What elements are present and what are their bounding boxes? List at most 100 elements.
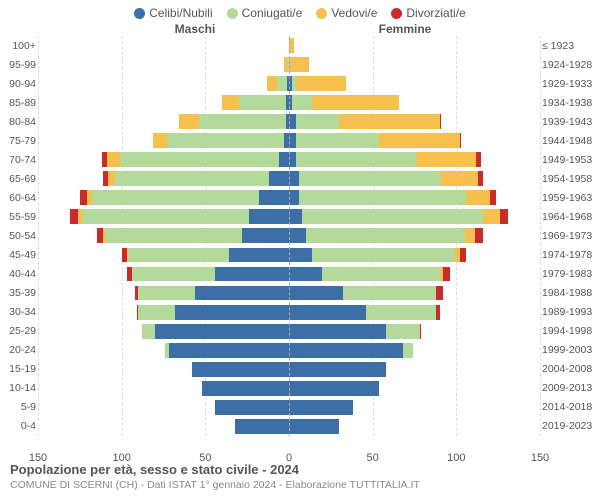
y-tick-age: 5-9	[0, 401, 36, 413]
seg-single	[289, 305, 366, 320]
seg-widowed	[107, 152, 120, 167]
chart-title: Popolazione per età, sesso e stato civil…	[10, 462, 600, 477]
seg-single	[289, 152, 296, 167]
seg-single	[229, 248, 289, 263]
seg-married	[138, 286, 195, 301]
seg-widowed	[289, 57, 309, 72]
seg-divorced	[490, 190, 497, 205]
y-tick-age: 85-89	[0, 97, 36, 109]
y-tick-birth: 1939-1943	[542, 116, 600, 128]
y-tick-birth: 1989-1993	[542, 306, 600, 318]
seg-single	[235, 419, 289, 434]
seg-married	[120, 152, 279, 167]
center-line	[289, 36, 290, 436]
seg-single	[289, 419, 339, 434]
seg-married	[92, 190, 259, 205]
seg-single	[289, 248, 312, 263]
seg-married	[299, 190, 466, 205]
seg-widowed	[312, 95, 399, 110]
seg-divorced	[500, 209, 508, 224]
seg-married	[82, 209, 249, 224]
y-tick-birth: 1974-1978	[542, 249, 600, 261]
seg-widowed	[379, 133, 459, 148]
x-tick: 100	[112, 452, 130, 464]
legend-label: Celibi/Nubili	[149, 6, 212, 20]
legend-swatch	[391, 8, 402, 19]
seg-divorced	[460, 133, 462, 148]
seg-single	[289, 381, 379, 396]
seg-married	[138, 305, 175, 320]
y-axis-age: 100+95-9990-9485-8980-8475-7970-7465-696…	[0, 36, 36, 436]
legend-swatch	[316, 8, 327, 19]
y-tick-birth: 1924-1928	[542, 59, 600, 71]
y-tick-age: 95-99	[0, 59, 36, 71]
y-tick-age: 90-94	[0, 78, 36, 90]
legend-item: Vedovi/e	[316, 6, 377, 20]
y-tick-birth: 1979-1983	[542, 268, 600, 280]
seg-divorced	[475, 228, 483, 243]
chart-subtitle: COMUNE DI SCERNI (CH) - Dati ISTAT 1° ge…	[10, 479, 600, 491]
seg-widowed	[222, 95, 239, 110]
seg-single	[279, 152, 289, 167]
seg-widowed	[483, 209, 500, 224]
y-tick-birth: 1949-1953	[542, 154, 600, 166]
seg-widowed	[296, 76, 346, 91]
seg-married	[296, 114, 340, 129]
seg-widowed	[465, 228, 475, 243]
seg-single	[215, 400, 289, 415]
seg-single	[289, 209, 302, 224]
y-tick-age: 65-69	[0, 173, 36, 185]
y-tick-birth: 2009-2013	[542, 382, 600, 394]
seg-married	[403, 343, 413, 358]
seg-single	[215, 267, 289, 282]
y-tick-age: 30-34	[0, 306, 36, 318]
seg-divorced	[97, 228, 104, 243]
seg-single	[169, 343, 289, 358]
y-axis-birth: ≤ 19231924-19281929-19331934-19381939-19…	[542, 36, 600, 436]
seg-married	[199, 114, 286, 129]
legend-item: Celibi/Nubili	[134, 6, 212, 20]
y-tick-age: 70-74	[0, 154, 36, 166]
y-tick-birth: 2014-2018	[542, 401, 600, 413]
seg-divorced	[80, 190, 87, 205]
seg-single	[289, 286, 343, 301]
x-tick: 0	[286, 452, 292, 464]
seg-married	[115, 171, 269, 186]
seg-married	[296, 152, 416, 167]
y-tick-birth: 1944-1948	[542, 135, 600, 147]
y-tick-age: 55-59	[0, 211, 36, 223]
seg-single	[195, 286, 289, 301]
x-tick: 50	[367, 452, 379, 464]
seg-single	[289, 171, 299, 186]
y-tick-age: 75-79	[0, 135, 36, 147]
y-tick-age: 35-39	[0, 287, 36, 299]
seg-single	[202, 381, 289, 396]
seg-widowed	[153, 133, 166, 148]
y-tick-age: 100+	[0, 40, 36, 52]
seg-single	[289, 362, 386, 377]
seg-widowed	[466, 190, 489, 205]
legend-item: Coniugati/e	[227, 6, 303, 20]
seg-single	[289, 190, 299, 205]
seg-married	[105, 228, 242, 243]
y-tick-birth: 1934-1938	[542, 97, 600, 109]
seg-married	[128, 248, 228, 263]
population-pyramid: Celibi/NubiliConiugati/eVedovi/eDivorzia…	[0, 0, 600, 500]
seg-divorced	[70, 209, 78, 224]
seg-married	[277, 76, 287, 91]
seg-married	[292, 95, 312, 110]
y-tick-birth: 1954-1958	[542, 173, 600, 185]
seg-married	[132, 267, 216, 282]
seg-divorced	[440, 114, 442, 129]
y-tick-age: 0-4	[0, 420, 36, 432]
seg-married	[296, 133, 380, 148]
y-tick-birth: ≤ 1923	[542, 40, 600, 52]
seg-widowed	[108, 171, 115, 186]
header-female: Femmine	[300, 22, 510, 36]
y-tick-birth: 1964-1968	[542, 211, 600, 223]
y-tick-age: 50-54	[0, 230, 36, 242]
y-tick-birth: 1994-1998	[542, 325, 600, 337]
seg-divorced	[460, 248, 467, 263]
seg-married	[312, 248, 454, 263]
legend-label: Vedovi/e	[331, 6, 377, 20]
